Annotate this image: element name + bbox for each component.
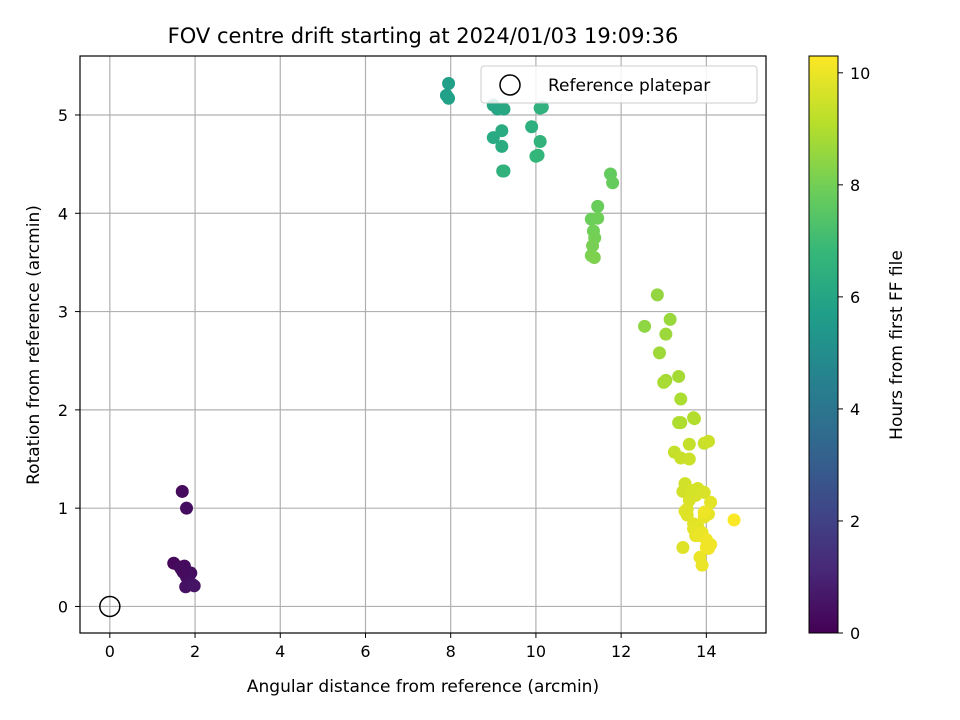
x-axis-ticks: 0 2 4 6 8 10 12 14 xyxy=(105,633,717,661)
data-point xyxy=(672,369,686,383)
data-point xyxy=(701,434,715,448)
legend-entry-reference: Reference platepar xyxy=(548,76,710,96)
data-point xyxy=(525,120,539,134)
reference-platepar-marker xyxy=(99,595,121,618)
data-point xyxy=(442,91,456,105)
x-tick-label: 10 xyxy=(526,642,546,661)
data-point xyxy=(697,505,711,519)
data-point xyxy=(695,558,709,572)
colorbar-ticks: 0 2 4 6 8 10 xyxy=(838,64,870,643)
data-point xyxy=(587,251,601,265)
grid-lines xyxy=(80,56,766,633)
colorbar-tick-label: 2 xyxy=(850,512,860,531)
colorbar-tick-label: 4 xyxy=(850,400,860,419)
data-point xyxy=(187,579,201,593)
colorbar-tick-label: 0 xyxy=(850,624,860,643)
data-point xyxy=(175,484,189,498)
data-point xyxy=(659,327,673,341)
data-point xyxy=(495,139,509,153)
legend-box xyxy=(480,65,758,104)
x-tick-label: 2 xyxy=(190,642,200,661)
x-tick-label: 12 xyxy=(611,642,631,661)
x-axis-label: Angular distance from reference (arcmin) xyxy=(247,677,599,697)
colorbar: 0 2 4 6 8 10 Hours from first FF file xyxy=(808,55,907,643)
legend: Reference platepar xyxy=(480,65,758,104)
data-point xyxy=(180,501,194,515)
y-tick-label: 0 xyxy=(58,597,68,616)
data-point xyxy=(682,452,696,466)
data-point xyxy=(684,483,698,497)
colorbar-label: Hours from first FF file xyxy=(887,250,907,440)
data-point xyxy=(533,135,547,149)
colorbar-tick-label: 10 xyxy=(850,64,870,83)
legend-marker xyxy=(499,74,521,96)
data-point xyxy=(657,375,671,389)
y-tick-label: 3 xyxy=(58,303,68,322)
data-point xyxy=(486,131,500,145)
data-point xyxy=(652,346,666,360)
data-point xyxy=(586,239,600,253)
plot-frame xyxy=(79,55,767,634)
colorbar-gradient xyxy=(808,55,839,634)
data-point xyxy=(638,319,652,333)
data-point xyxy=(682,437,696,451)
x-tick-label: 8 xyxy=(446,642,456,661)
y-tick-label: 1 xyxy=(58,499,68,518)
data-point xyxy=(687,412,701,426)
data-point xyxy=(704,495,718,509)
data-point xyxy=(676,540,690,554)
x-tick-label: 14 xyxy=(696,642,716,661)
data-point xyxy=(606,176,620,190)
data-point xyxy=(591,211,605,225)
data-point xyxy=(727,513,741,527)
data-point xyxy=(699,533,713,547)
colorbar-tick-label: 6 xyxy=(850,288,860,307)
y-axis-label: Rotation from reference (arcmin) xyxy=(24,205,44,485)
data-point xyxy=(663,312,677,326)
data-point xyxy=(442,77,456,91)
x-tick-label: 4 xyxy=(275,642,285,661)
chart-title: FOV centre drift starting at 2024/01/03 … xyxy=(168,24,679,48)
data-point xyxy=(674,416,688,430)
y-axis-ticks: 0 1 2 3 4 5 xyxy=(58,106,80,616)
y-tick-label: 4 xyxy=(58,204,68,223)
data-point xyxy=(591,199,605,213)
colorbar-tick-label: 8 xyxy=(850,176,860,195)
data-point xyxy=(176,565,190,579)
data-point xyxy=(535,100,549,114)
scatter-points xyxy=(167,77,741,594)
data-point xyxy=(650,288,664,302)
data-point xyxy=(496,164,510,178)
data-point xyxy=(529,149,543,163)
x-tick-label: 0 xyxy=(105,642,115,661)
x-tick-label: 6 xyxy=(360,642,370,661)
y-tick-label: 2 xyxy=(58,401,68,420)
y-tick-label: 5 xyxy=(58,106,68,125)
data-point xyxy=(497,102,511,116)
data-point xyxy=(674,392,688,406)
